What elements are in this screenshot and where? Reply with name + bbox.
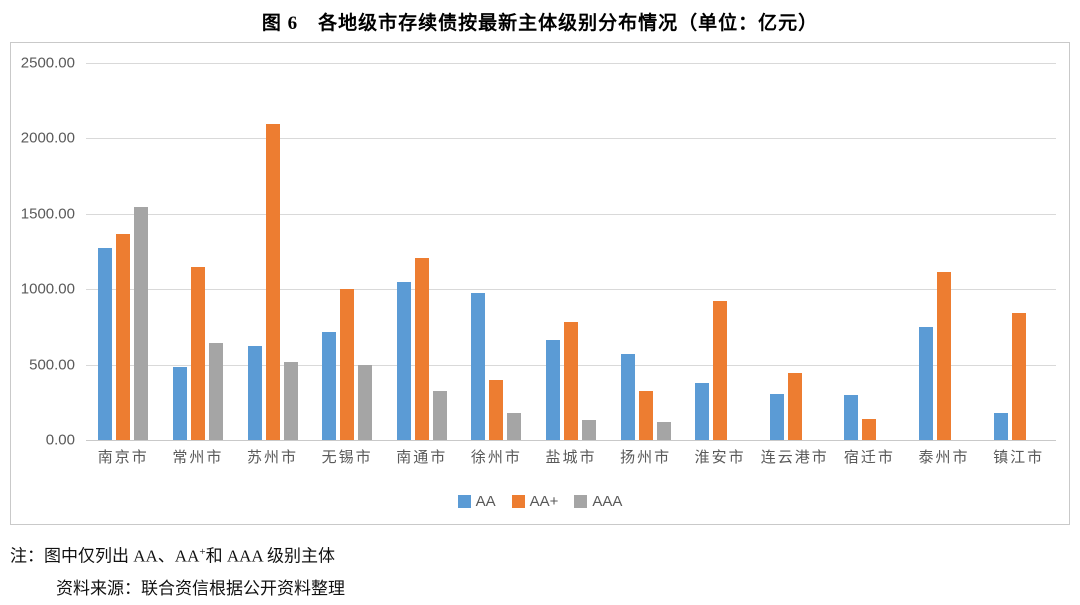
bar-aaplus bbox=[489, 380, 504, 440]
bar-aa bbox=[695, 383, 710, 440]
bar-aaa bbox=[656, 421, 671, 440]
bar-aa bbox=[396, 281, 411, 440]
x-axis-category-label: 南京市 bbox=[97, 449, 149, 466]
gridline bbox=[86, 138, 1056, 140]
bar-aaa bbox=[507, 412, 522, 440]
bar-aaa bbox=[358, 364, 373, 440]
bar-aa bbox=[98, 247, 113, 440]
plot-area bbox=[86, 63, 1056, 441]
y-axis-tick-label: 500.00 bbox=[29, 356, 75, 374]
x-axis-category-label: 宿迁市 bbox=[843, 449, 895, 466]
bar-group-8 bbox=[608, 63, 683, 440]
x-axis-category-label: 无锡市 bbox=[321, 449, 373, 466]
bar-group-11 bbox=[832, 63, 907, 440]
bar-aaplus bbox=[638, 391, 653, 440]
y-axis-tick-label: 0.00 bbox=[45, 431, 75, 449]
bar-aaa bbox=[208, 342, 223, 440]
gridline bbox=[86, 289, 1056, 291]
bar-aa bbox=[471, 292, 486, 440]
x-axis-category-label: 扬州市 bbox=[620, 449, 672, 466]
bar-aaa bbox=[134, 207, 149, 440]
bar-aaplus bbox=[1011, 312, 1026, 440]
bar-aa bbox=[322, 332, 337, 440]
bar-aa bbox=[247, 345, 262, 440]
bar-group-12 bbox=[907, 63, 982, 440]
x-axis-category-label: 连云港市 bbox=[760, 449, 829, 466]
bar-aaplus bbox=[190, 266, 205, 440]
legend: AA AA+ AAA bbox=[11, 493, 1069, 510]
bar-group-10 bbox=[757, 63, 832, 440]
bar-aa bbox=[919, 326, 933, 440]
bar-group-9 bbox=[683, 63, 758, 440]
y-axis-tick-label: 2500.00 bbox=[20, 54, 75, 72]
note-line: 注：图中仅列出 AA、AA+和 AAA 级别主体 bbox=[10, 536, 1070, 573]
bar-group-6 bbox=[459, 63, 534, 440]
x-axis-category-label: 徐州市 bbox=[470, 449, 522, 466]
bar-aaplus bbox=[787, 372, 802, 440]
bar-aaplus bbox=[563, 321, 578, 440]
x-axis-category-label: 泰州市 bbox=[918, 449, 970, 466]
bar-group-7 bbox=[534, 63, 609, 440]
bar-aaplus bbox=[116, 234, 131, 440]
bar-aa bbox=[545, 340, 560, 440]
legend-swatch-icon bbox=[574, 495, 588, 508]
x-axis-category-label: 淮安市 bbox=[694, 449, 746, 466]
bar-group-2 bbox=[161, 63, 236, 440]
bar-group-4 bbox=[310, 63, 385, 440]
bar-aaplus bbox=[414, 257, 429, 440]
footnotes: 注：图中仅列出 AA、AA+和 AAA 级别主体 资料来源：联合资信根据公开资料… bbox=[10, 536, 1070, 605]
gridline bbox=[86, 63, 1056, 64]
bar-aaplus bbox=[340, 289, 355, 440]
bar-aa bbox=[172, 366, 187, 440]
bar-groups bbox=[86, 63, 1056, 440]
bar-group-13 bbox=[981, 63, 1056, 440]
bar-aaplus bbox=[265, 124, 280, 440]
chart-area: 0.00 500.00 1000.00 1500.00 2000.00 2500.00 南… bbox=[10, 42, 1070, 525]
y-axis: 0.00 500.00 1000.00 1500.00 2000.00 2500.00 bbox=[11, 55, 75, 449]
bar-group-5 bbox=[384, 63, 459, 440]
bar-aaplus bbox=[713, 301, 728, 440]
x-axis: 南京市 常州市 苏州市 无锡市 南通市 徐州市 盐城市 扬州市 淮安市 连云港市 宿迁市 泰州市 镇江市 bbox=[86, 446, 1056, 467]
y-axis-tick-label: 1000.00 bbox=[20, 280, 75, 298]
y-axis-tick-label: 1500.00 bbox=[20, 205, 75, 223]
legend-item-aa: AA bbox=[457, 493, 496, 510]
bar-aaplus bbox=[862, 418, 877, 440]
legend-label: AA+ bbox=[529, 493, 559, 510]
legend-item-aaa: AAA bbox=[574, 493, 622, 510]
bar-aa bbox=[769, 394, 784, 440]
chart-title: 图 6 各地级市存续债按最新主体级别分布情况（单位：亿元） bbox=[261, 13, 819, 34]
gridline bbox=[86, 213, 1056, 215]
legend-swatch-icon bbox=[457, 495, 471, 508]
note-text: 和 AAA 级别主体 bbox=[205, 546, 335, 566]
bar-aa bbox=[993, 412, 1008, 440]
x-axis-category-label: 镇江市 bbox=[993, 449, 1045, 466]
x-axis-category-label: 南通市 bbox=[396, 449, 448, 466]
x-axis-category-label: 苏州市 bbox=[247, 449, 299, 466]
x-axis-category-label: 盐城市 bbox=[545, 449, 597, 466]
bar-aa bbox=[844, 394, 859, 440]
bar-aaplus bbox=[937, 271, 951, 440]
legend-label: AAA bbox=[592, 493, 623, 510]
source-line: 资料来源：联合资信根据公开资料整理 bbox=[56, 578, 345, 598]
bar-aaa bbox=[581, 420, 596, 440]
y-axis-tick-label: 2000.00 bbox=[20, 129, 75, 147]
bar-group-3 bbox=[235, 63, 310, 440]
legend-item-aaplus: AA+ bbox=[511, 493, 559, 510]
x-axis-category-label: 常州市 bbox=[172, 449, 224, 466]
gridline bbox=[86, 440, 1056, 441]
note-superscript: + bbox=[199, 546, 206, 558]
bar-aaa bbox=[283, 361, 298, 440]
note-text: 注：图中仅列出 AA、AA bbox=[10, 546, 200, 566]
bar-aaa bbox=[432, 391, 447, 440]
legend-swatch-icon bbox=[511, 495, 525, 508]
bar-aa bbox=[620, 354, 635, 440]
bar-group-1 bbox=[86, 63, 161, 440]
legend-label: AA bbox=[475, 493, 496, 510]
